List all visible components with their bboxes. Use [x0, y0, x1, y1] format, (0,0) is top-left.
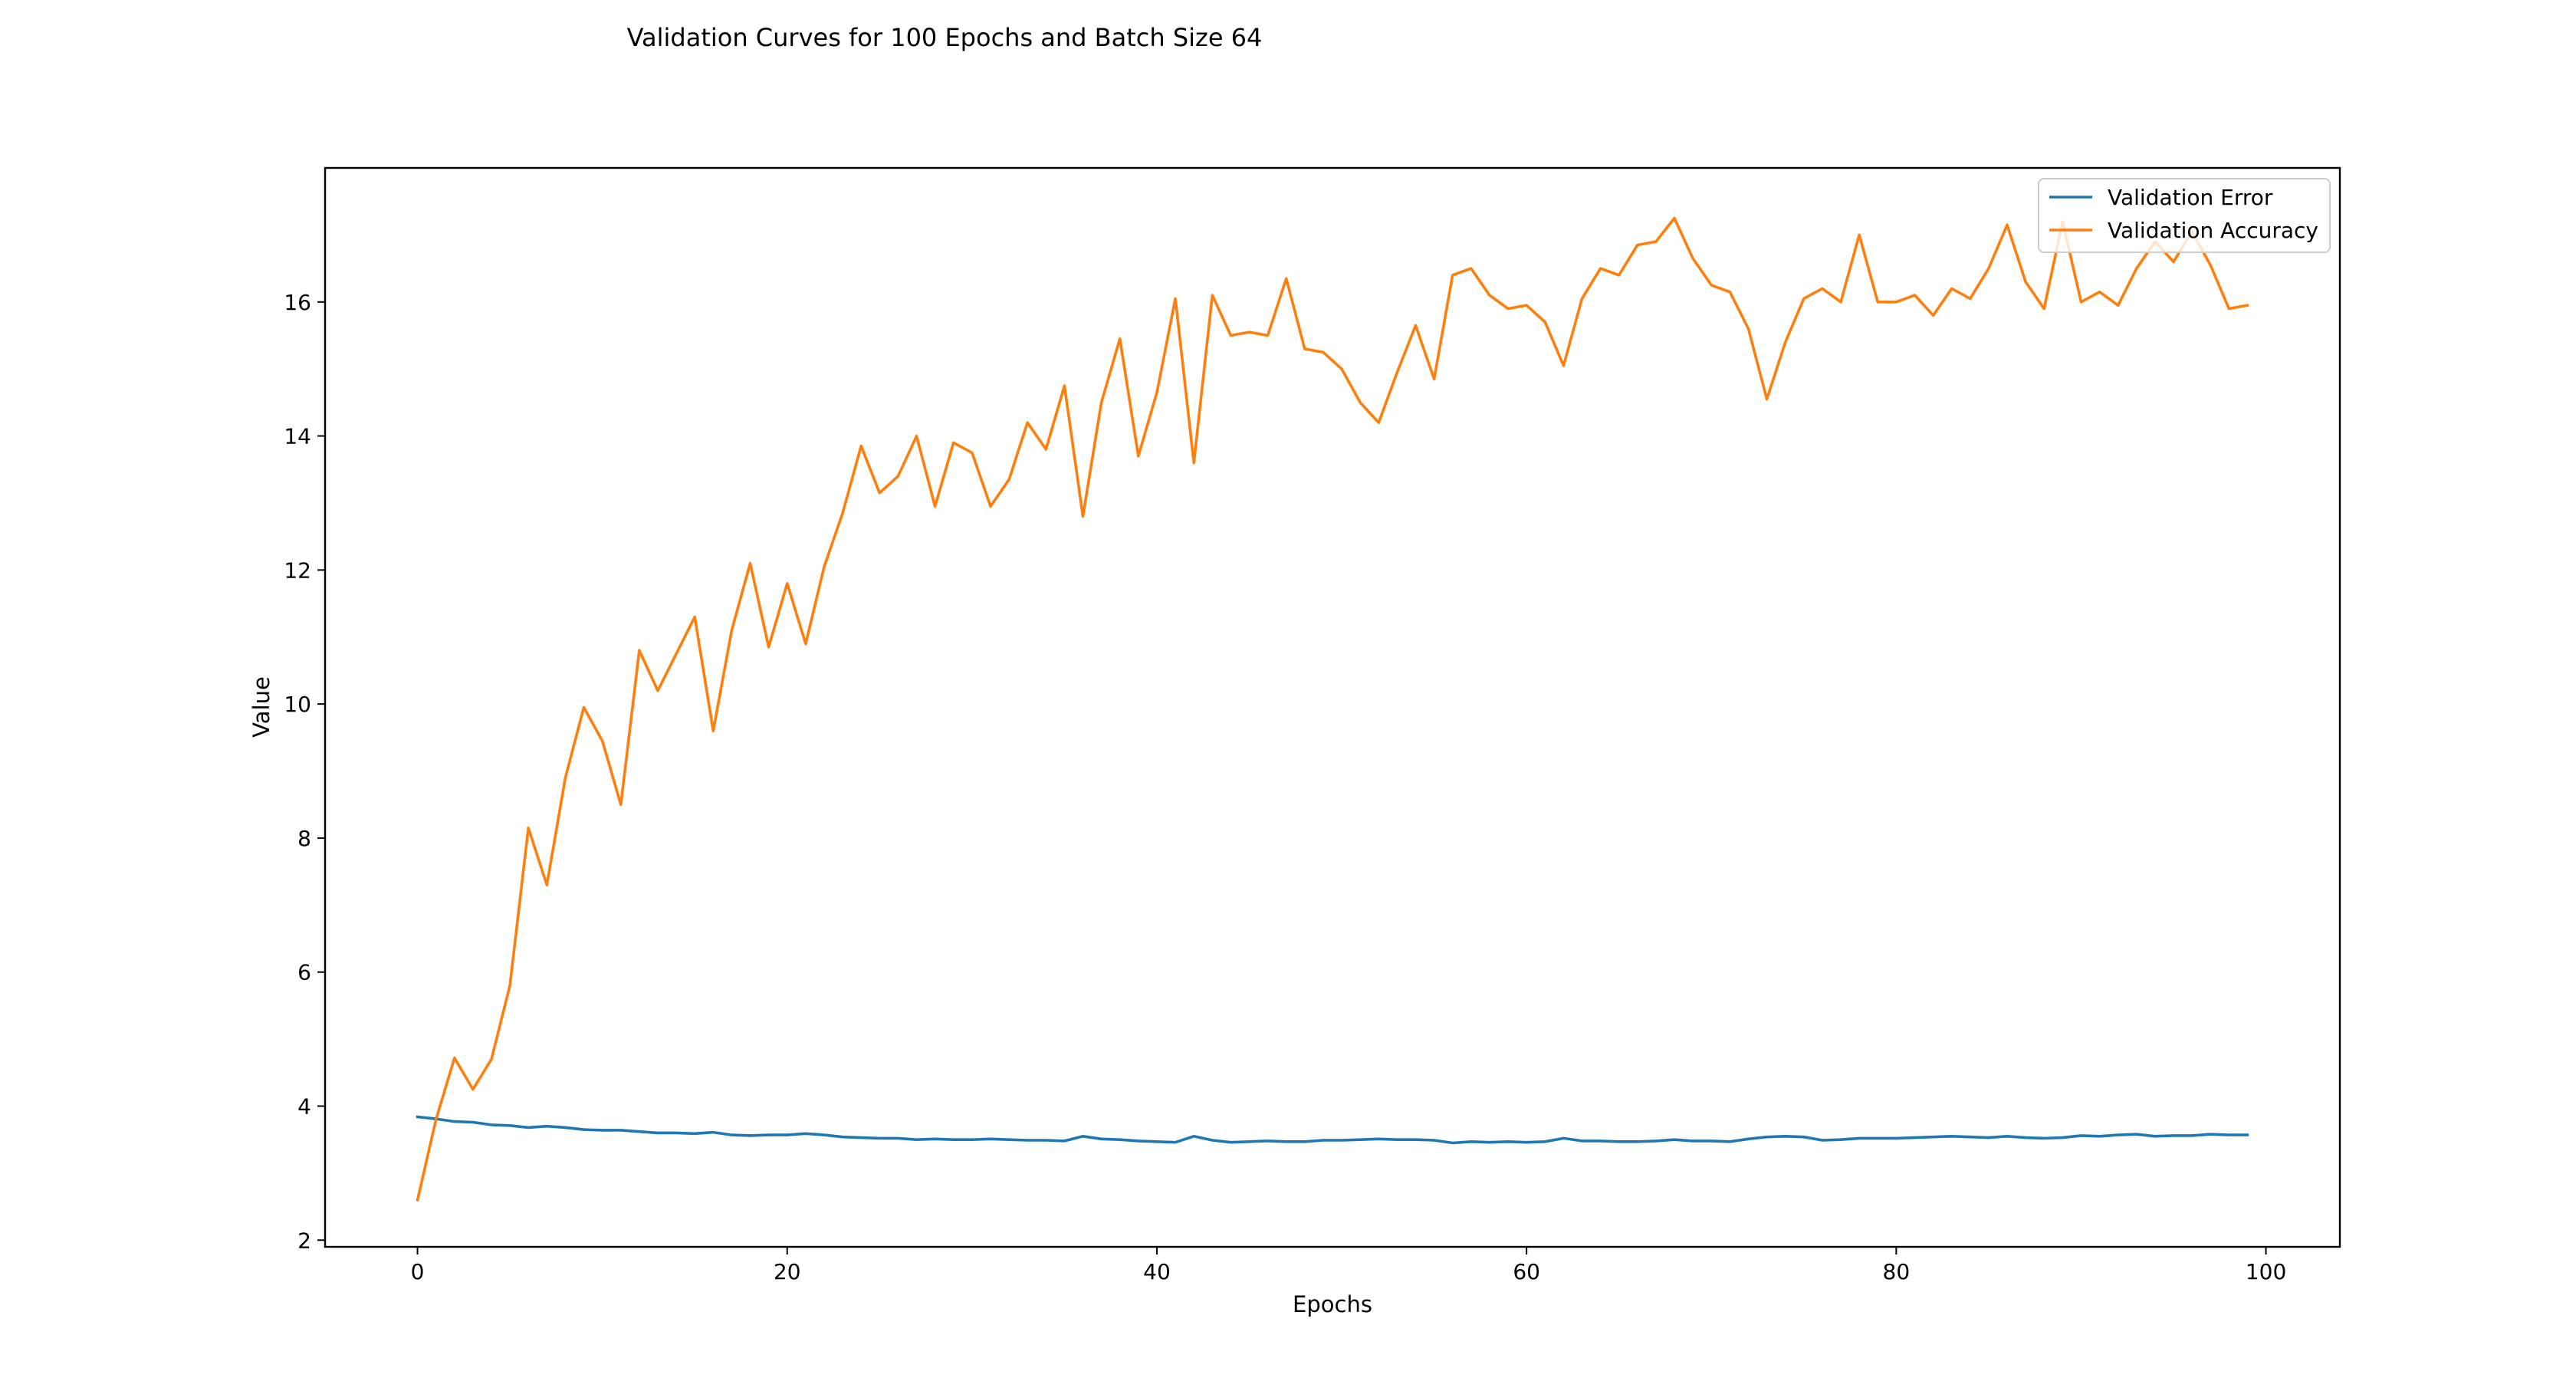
chart-title: Validation Curves for 100 Epochs and Bat… [627, 23, 1263, 52]
y-tick-label: 12 [284, 557, 311, 583]
x-tick-label: 100 [2246, 1259, 2286, 1284]
x-tick-label: 60 [1513, 1259, 1540, 1284]
series-line-validation-accuracy [416, 216, 2249, 1202]
legend-box [2038, 178, 2331, 253]
x-axis-label: Epochs [1293, 1291, 1372, 1317]
x-tick-label: 20 [774, 1259, 801, 1284]
y-tick-label: 16 [284, 290, 311, 315]
y-tick-label: 8 [297, 826, 311, 851]
series-line-validation-error [416, 1115, 2249, 1145]
legend: Validation Error Validation Accuracy [2038, 178, 2331, 253]
x-tick-label: 0 [411, 1259, 425, 1284]
x-tick-label: 80 [1883, 1259, 1911, 1284]
y-tick-label: 2 [297, 1228, 311, 1253]
y-axis-label: Value [248, 676, 274, 738]
y-axis-ticks: 2 4 6 8 10 12 14 16 [284, 290, 325, 1253]
legend-label-validation-accuracy: Validation Accuracy [2108, 218, 2318, 243]
y-tick-label: 10 [284, 692, 311, 717]
series-layer [416, 216, 2249, 1202]
y-tick-label: 14 [284, 424, 311, 449]
x-axis-ticks: 0 20 40 60 80 100 [411, 1247, 2286, 1284]
legend-label-validation-error: Validation Error [2108, 185, 2273, 210]
y-tick-label: 4 [297, 1093, 311, 1119]
plot-frame [324, 166, 2341, 1248]
x-tick-label: 40 [1143, 1259, 1171, 1284]
y-tick-label: 6 [297, 960, 311, 985]
